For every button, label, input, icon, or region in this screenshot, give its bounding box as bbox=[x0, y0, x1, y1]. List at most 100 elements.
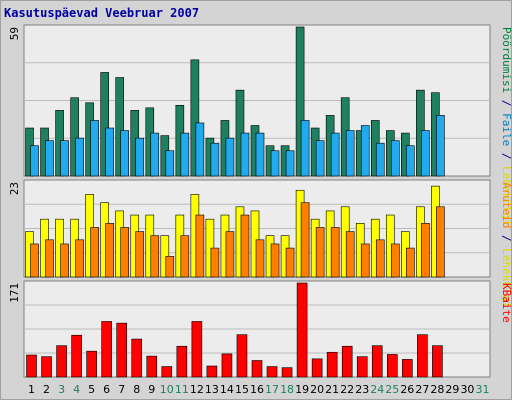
bar-Faile-13 bbox=[210, 142, 220, 177]
bar-Faile-19 bbox=[300, 120, 310, 177]
series-legend: Pöördumisi / Faile / Lehekülgi bbox=[500, 27, 512, 226]
x-tick-label: 3 bbox=[58, 383, 65, 396]
bar-Faile-20 bbox=[315, 140, 325, 177]
bar-KBaite-6 bbox=[101, 321, 112, 378]
bar-Pöördumisi-19 bbox=[295, 26, 305, 177]
bar-KBaite-10 bbox=[161, 366, 173, 378]
legend-text: Pöördumisi bbox=[500, 27, 512, 93]
bar-KBaite-9 bbox=[146, 355, 158, 378]
x-tick-label: 13 bbox=[205, 383, 219, 396]
bar-KBaite-7 bbox=[116, 322, 128, 378]
x-tick-label: 23 bbox=[355, 383, 369, 396]
x-tick-label: 26 bbox=[400, 383, 414, 396]
bar-Faile-7 bbox=[120, 130, 130, 177]
y-max-label: 23 bbox=[8, 182, 21, 195]
bar-Aruteid-1 bbox=[30, 243, 39, 278]
x-tick-label: 25 bbox=[385, 383, 399, 396]
bar-Faile-2 bbox=[45, 140, 54, 177]
bar-Aruteid-18 bbox=[285, 247, 295, 278]
bar-Faile-28 bbox=[436, 115, 445, 177]
x-tick-label: 21 bbox=[325, 383, 339, 396]
series-legend: KBaite bbox=[500, 283, 512, 323]
x-tick-label: 17 bbox=[265, 383, 279, 396]
x-tick-label: 12 bbox=[190, 383, 204, 396]
x-tick-label: 2 bbox=[43, 383, 50, 396]
bar-Aruteid-8 bbox=[135, 231, 145, 278]
bar-Aruteid-19 bbox=[300, 202, 310, 278]
x-tick-label: 19 bbox=[295, 383, 309, 396]
x-tick-label: 5 bbox=[88, 383, 95, 396]
x-tick-label: 24 bbox=[370, 383, 384, 396]
bar-Aruteid-23 bbox=[360, 243, 370, 278]
bar-KBaite-4 bbox=[71, 334, 82, 378]
x-tick-label: 20 bbox=[310, 383, 324, 396]
x-tick-label: 10 bbox=[160, 383, 174, 396]
bar-KBaite-14 bbox=[221, 353, 233, 378]
x-tick-label: 6 bbox=[103, 383, 110, 396]
bar-Aruteid-24 bbox=[375, 239, 385, 278]
x-tick-label: 29 bbox=[445, 383, 459, 396]
bar-Faile-10 bbox=[165, 150, 175, 177]
bar-Aruteid-13 bbox=[210, 247, 220, 278]
bar-KBaite-26 bbox=[402, 359, 413, 378]
chart-title: Kasutuspäevad Veebruar 2007 bbox=[4, 6, 199, 20]
bar-Faile-5 bbox=[90, 120, 99, 177]
bar-Faile-6 bbox=[105, 127, 114, 177]
bar-KBaite-28 bbox=[432, 345, 443, 378]
bar-Pöördumisi-6 bbox=[100, 72, 109, 177]
bar-Faile-21 bbox=[330, 132, 340, 177]
bar-Faile-8 bbox=[135, 137, 145, 177]
bar-Faile-11 bbox=[180, 132, 190, 177]
x-tick-label: 27 bbox=[415, 383, 429, 396]
bar-Faile-14 bbox=[225, 137, 235, 177]
bar-KBaite-8 bbox=[131, 338, 143, 378]
bar-KBaite-11 bbox=[176, 345, 188, 378]
x-tick-label: 7 bbox=[118, 383, 125, 396]
bar-Aruteid-3 bbox=[60, 243, 69, 278]
bar-Faile-3 bbox=[60, 140, 69, 177]
bar-Faile-22 bbox=[345, 130, 355, 177]
bar-Aruteid-10 bbox=[165, 256, 175, 278]
x-tick-label: 16 bbox=[250, 383, 264, 396]
x-axis-labels: 1 2 3 4 5 6 7 8 9 10 11 12 13 14 15 16 17 18 19 20 21 22 23 24 2… bbox=[28, 383, 489, 396]
x-tick-label: 4 bbox=[73, 383, 80, 396]
bar-KBaite-18 bbox=[281, 367, 293, 378]
bar-KBaite-1 bbox=[26, 354, 37, 378]
bar-KBaite-24 bbox=[371, 345, 383, 378]
bar-Aruteid-12 bbox=[195, 214, 205, 278]
panel-middle: 23 Aruteid / Lehekülgi bbox=[8, 179, 512, 308]
bar-Aruteid-14 bbox=[225, 231, 235, 278]
bar-Faile-16 bbox=[255, 132, 265, 177]
x-tick-label: 31 bbox=[475, 383, 489, 396]
bar-Faile-4 bbox=[75, 137, 84, 177]
bar-Faile-26 bbox=[406, 145, 415, 177]
x-tick-label: 11 bbox=[175, 383, 189, 396]
legend-text: KBaite bbox=[500, 283, 512, 323]
x-tick-label: 22 bbox=[340, 383, 354, 396]
bar-Aruteid-20 bbox=[315, 227, 325, 278]
legend-text: Faile bbox=[500, 113, 512, 146]
legend-text: Aruteid bbox=[500, 182, 512, 228]
bar-Faile-17 bbox=[270, 150, 280, 177]
bar-Aruteid-27 bbox=[421, 223, 430, 278]
x-tick-label: 8 bbox=[133, 383, 140, 396]
bar-Aruteid-16 bbox=[255, 239, 265, 278]
bar-KBaite-12 bbox=[191, 321, 203, 378]
bar-Pöördumisi-4 bbox=[70, 97, 79, 177]
x-tick-label: 18 bbox=[280, 383, 294, 396]
bar-Aruteid-5 bbox=[90, 227, 99, 278]
bar-Aruteid-11 bbox=[180, 235, 190, 278]
bar-KBaite-17 bbox=[266, 366, 278, 378]
x-tick-label: 15 bbox=[235, 383, 249, 396]
bar-KBaite-27 bbox=[417, 334, 428, 378]
x-tick-label: 1 bbox=[28, 383, 35, 396]
bar-KBaite-3 bbox=[56, 345, 67, 378]
bar-Aruteid-6 bbox=[105, 223, 114, 278]
x-tick-label: 14 bbox=[220, 383, 234, 396]
bar-KBaite-13 bbox=[206, 365, 218, 378]
bar-Faile-23 bbox=[360, 125, 370, 177]
bar-KBaite-2 bbox=[41, 356, 52, 378]
bar-Aruteid-25 bbox=[390, 243, 400, 278]
bar-Faile-18 bbox=[285, 150, 295, 177]
